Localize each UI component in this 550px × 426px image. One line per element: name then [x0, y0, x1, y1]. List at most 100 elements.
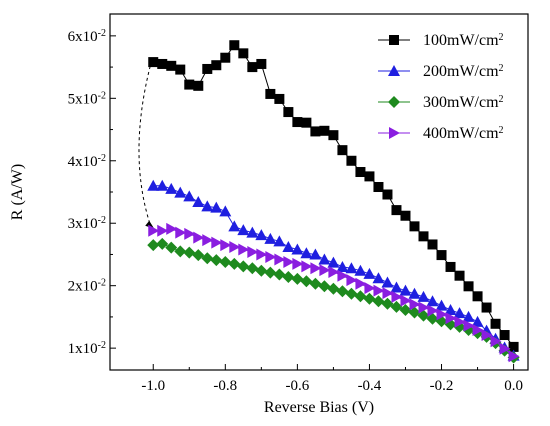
- data-point: [372, 272, 385, 284]
- data-point: [346, 155, 357, 166]
- legend-label: 100mW/cm2: [423, 32, 504, 50]
- y-tick-label: 5x10-2: [68, 90, 106, 108]
- data-point: [157, 224, 169, 237]
- data-point: [156, 237, 169, 250]
- data-point: [265, 250, 277, 263]
- data-point: [228, 257, 241, 270]
- y-tick-label: 3x10-2: [68, 215, 106, 233]
- data-point: [508, 350, 520, 363]
- data-point: [301, 117, 312, 128]
- data-point: [328, 130, 339, 141]
- data-point: [417, 290, 430, 302]
- x-axis-title: Reverse Bias (V): [264, 399, 374, 416]
- data-point: [426, 295, 439, 307]
- data-point: [202, 63, 213, 74]
- data-point: [219, 205, 232, 217]
- data-point: [319, 125, 330, 136]
- data-point: [310, 126, 321, 137]
- data-point: [382, 287, 394, 300]
- data-point: [364, 282, 376, 295]
- data-point: [336, 285, 349, 298]
- data-point: [147, 179, 160, 191]
- legend-marker: [388, 65, 400, 76]
- legend-label: 400mW/cm2: [423, 125, 504, 143]
- data-point: [337, 269, 349, 282]
- data-point: [174, 245, 187, 258]
- data-point: [300, 247, 313, 259]
- data-point: [427, 304, 439, 317]
- data-point: [301, 260, 313, 273]
- data-point: [175, 64, 186, 75]
- data-point: [238, 243, 250, 256]
- data-point: [418, 301, 430, 314]
- data-point: [355, 277, 367, 290]
- data-point: [508, 341, 519, 352]
- data-point: [472, 291, 483, 302]
- data-point: [237, 224, 250, 236]
- data-point: [345, 262, 358, 274]
- data-point: [336, 260, 349, 272]
- data-point: [291, 272, 304, 285]
- data-point: [175, 226, 187, 239]
- data-point: [391, 205, 402, 216]
- data-point: [436, 250, 447, 261]
- legend-item: 400mW/cm2: [378, 125, 504, 143]
- data-point: [453, 307, 466, 319]
- data-point: [211, 236, 223, 249]
- data-point: [201, 200, 214, 212]
- data-point: [400, 294, 412, 307]
- data-point: [327, 282, 340, 295]
- data-point: [255, 264, 268, 277]
- data-point: [318, 253, 331, 265]
- data-point: [229, 40, 240, 51]
- data-point: [346, 274, 358, 287]
- data-point: [381, 297, 394, 310]
- data-point: [282, 270, 295, 283]
- data-point: [273, 268, 286, 281]
- data-point: [237, 260, 250, 273]
- data-point: [184, 227, 196, 240]
- data-point: [427, 239, 438, 250]
- legend-item: 300mW/cm2: [378, 94, 504, 111]
- data-point: [210, 254, 223, 267]
- data-point: [228, 220, 241, 232]
- series-4: [148, 222, 520, 363]
- data-point: [354, 290, 367, 303]
- data-point: [247, 62, 258, 73]
- legend-item: 200mW/cm2: [378, 63, 504, 80]
- data-point: [490, 335, 502, 348]
- data-point: [219, 255, 232, 268]
- data-point: [166, 60, 177, 71]
- data-point: [246, 262, 259, 275]
- series-1: [148, 40, 519, 352]
- data-point: [462, 310, 475, 322]
- data-point: [229, 240, 241, 253]
- data-point: [418, 231, 429, 242]
- data-point: [373, 284, 385, 297]
- data-point: [273, 235, 286, 247]
- data-point: [210, 201, 223, 213]
- data-point: [436, 308, 448, 321]
- data-point: [463, 281, 474, 292]
- data-point: [363, 267, 376, 279]
- data-point: [292, 117, 303, 128]
- data-point: [202, 234, 214, 247]
- series-line: [153, 44, 514, 348]
- data-point: [157, 58, 168, 69]
- data-point: [292, 257, 304, 270]
- y-tick-label: 4x10-2: [68, 152, 106, 170]
- data-point: [390, 281, 403, 293]
- data-point: [454, 315, 466, 328]
- data-point: [255, 229, 268, 241]
- y-tick-label: 1x10-2: [68, 340, 106, 358]
- data-point: [472, 324, 484, 337]
- data-point: [444, 304, 457, 316]
- data-point: [382, 189, 393, 200]
- annotation-arrow: [138, 65, 152, 228]
- data-point: [300, 275, 313, 288]
- data-point: [220, 52, 231, 63]
- legend-marker: [389, 127, 400, 139]
- x-tick-label: -1.0: [141, 378, 165, 394]
- x-tick-label: -0.2: [430, 378, 454, 394]
